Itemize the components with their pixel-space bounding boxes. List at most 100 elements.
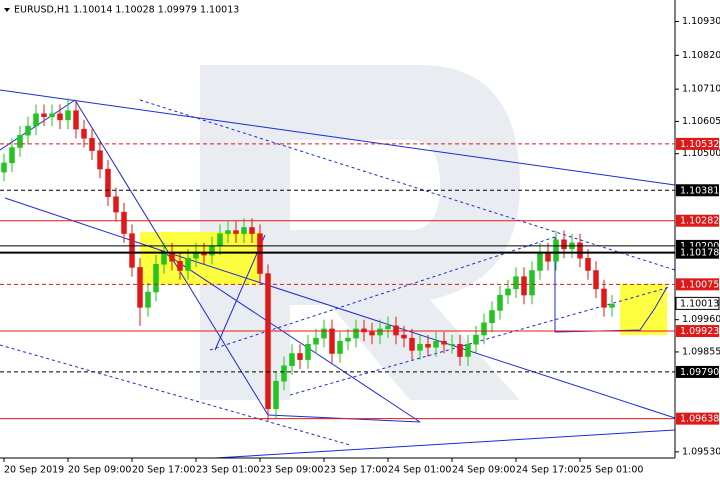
candle-body: [33, 113, 39, 127]
candle-body: [393, 325, 399, 336]
candle-body: [433, 340, 439, 348]
price-level-box: [676, 365, 719, 378]
candle-body: [329, 328, 335, 354]
candle-body: [593, 270, 599, 290]
candle-body: [265, 273, 271, 410]
candle-body: [105, 168, 111, 197]
y-tick-label: 1.09960: [682, 314, 720, 325]
y-tick-label: 1.09530: [682, 446, 720, 457]
y-tick-label: 1.10605: [682, 116, 720, 127]
candle-body: [225, 230, 231, 234]
candle-body: [425, 344, 431, 348]
x-tick-label: 20 Sep 2019: [4, 465, 64, 476]
candle-body: [497, 294, 503, 311]
x-tick-label: 25 Sep 01:00: [580, 465, 643, 476]
candle-body: [137, 267, 143, 308]
x-tick-label: 23 Sep 17:00: [324, 465, 387, 476]
price-level-label: 1.10381: [680, 185, 719, 196]
candle-body: [481, 322, 487, 336]
chart-title: EURUSD,H1 1.10014 1.10028 1.09979 1.1001…: [14, 5, 239, 16]
candle-body: [553, 239, 559, 262]
price-level-label: 1.09923: [680, 326, 719, 337]
candle-body: [353, 328, 359, 339]
candle-body: [321, 328, 327, 339]
price-level-label: 1.10200: [680, 241, 719, 252]
candle-body: [449, 344, 455, 346]
candle-body: [41, 113, 47, 118]
candle-body: [249, 227, 255, 234]
candle-body: [73, 110, 79, 130]
x-tick-label: 24 Sep 17:00: [516, 465, 579, 476]
candle-body: [81, 128, 87, 139]
candle-body: [241, 227, 247, 234]
candle-body: [9, 147, 15, 164]
candle-body: [233, 230, 239, 234]
x-tick-label: 20 Sep 09:00: [68, 465, 131, 476]
menu-arrow[interactable]: [4, 8, 10, 12]
candle-body: [561, 239, 567, 250]
candle-body: [369, 331, 375, 336]
candle-body: [601, 288, 607, 308]
candle-body: [361, 328, 367, 333]
x-tick-label: 24 Sep 09:00: [452, 465, 515, 476]
candle-body: [577, 242, 583, 259]
candle-body: [65, 110, 71, 121]
last-price-box: [675, 296, 720, 310]
candle-body: [345, 337, 351, 342]
price-level-label: 1.10075: [680, 279, 719, 290]
y-tick-label: 1.10930: [682, 16, 720, 27]
candle-body: [465, 344, 471, 357]
candle-body: [529, 270, 535, 296]
price-level-box: [676, 184, 719, 197]
candle-body: [25, 125, 31, 136]
price-level-box: [676, 325, 719, 338]
candle-body: [97, 150, 103, 170]
x-tick-label: 23 Sep 01:00: [196, 465, 259, 476]
price-level-box: [676, 137, 719, 150]
trend-line: [0, 344, 351, 446]
candle-body: [401, 334, 407, 339]
trend-line: [214, 429, 676, 459]
candle-body: [505, 288, 511, 296]
candle-body: [457, 344, 463, 357]
candle-body: [209, 245, 215, 256]
drawn-objects: [0, 89, 676, 459]
candle-body: [385, 325, 391, 330]
candle-body: [185, 257, 191, 271]
candle-body: [145, 291, 151, 308]
x-tick-label: 23 Sep 09:00: [260, 465, 323, 476]
price-level-label: 1.10282: [680, 216, 719, 227]
candle-body: [409, 337, 415, 351]
price-level-label: 1.10178: [680, 248, 719, 259]
price-level-label: 1.09638: [680, 414, 719, 425]
trend-line: [554, 237, 668, 333]
trend-line: [0, 89, 676, 186]
candle-body: [289, 353, 295, 367]
price-level-box: [676, 412, 719, 425]
candle-body: [273, 380, 279, 410]
trend-line: [159, 249, 676, 419]
price-level-label: 1.09790: [680, 367, 719, 378]
candle-body: [1, 162, 7, 173]
candle-body: [473, 334, 479, 345]
y-tick-label: 1.10710: [682, 84, 720, 95]
candle-body: [489, 310, 495, 324]
candle-body: [217, 233, 223, 247]
candle-body: [113, 196, 119, 213]
price-level-box: [676, 278, 719, 291]
candle-body: [281, 365, 287, 382]
candle-body: [313, 337, 319, 345]
candle-body: [337, 340, 343, 354]
candle-body: [49, 113, 55, 118]
candle-body: [17, 134, 23, 148]
candle-body: [177, 261, 183, 271]
y-tick-label: 1.09855: [682, 346, 720, 357]
candle-body: [153, 264, 159, 293]
x-tick-label: 24 Sep 01:00: [388, 465, 451, 476]
candle-body: [521, 276, 527, 296]
candle-body: [161, 251, 167, 265]
last-price-label: 1.10013: [680, 298, 719, 309]
trend-line: [159, 249, 421, 423]
price-level-box: [676, 246, 719, 259]
